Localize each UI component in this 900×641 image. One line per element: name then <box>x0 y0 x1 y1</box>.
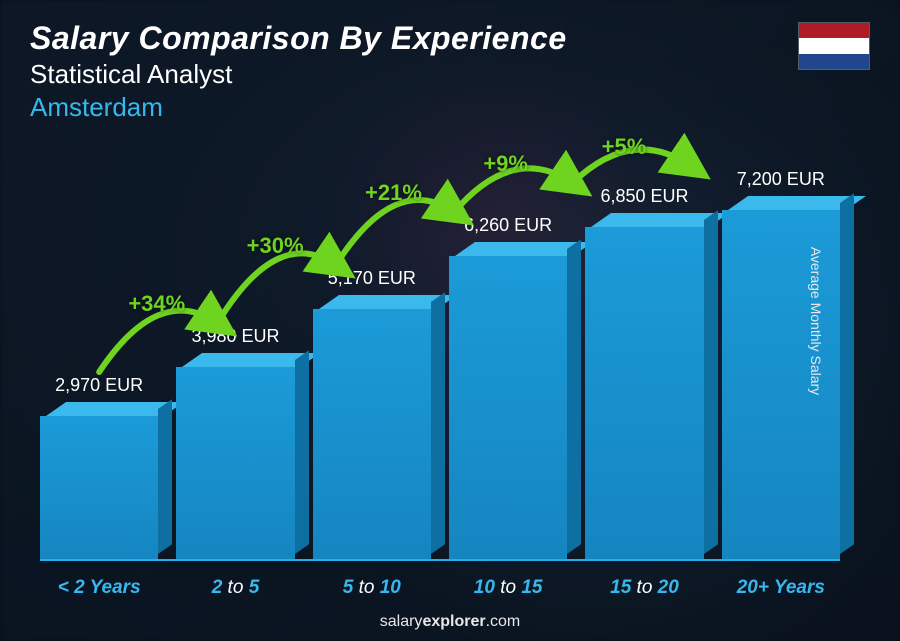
bar-front-face <box>313 309 431 561</box>
attribution-prefix: salary <box>380 613 423 630</box>
bar-slot: 3,980 EUR <box>176 155 294 561</box>
bar-value-label: 7,200 EUR <box>737 169 825 190</box>
bar-slot: 6,260 EUR <box>449 155 567 561</box>
chart-location: Amsterdam <box>30 92 567 123</box>
x-axis-label: 15 to 20 <box>585 577 703 599</box>
bar-slot: 2,970 EUR <box>40 155 158 561</box>
bar-front-face <box>585 227 703 561</box>
bar-side-face <box>431 292 445 554</box>
bar-side-face <box>840 193 854 554</box>
chart-baseline <box>40 559 840 561</box>
bar <box>585 213 703 561</box>
x-axis-label: 2 to 5 <box>176 577 294 599</box>
bar-chart: 2,970 EUR 3,980 EUR 5,170 EUR 6,260 EUR 6,85… <box>40 155 840 561</box>
attribution: salaryexplorer.com <box>0 613 900 631</box>
bar-front-face <box>176 367 294 561</box>
chart-subtitle: Statistical Analyst <box>30 59 567 90</box>
bar <box>40 402 158 561</box>
flag-stripe <box>799 54 869 69</box>
x-axis-labels: < 2 Years 2 to 5 5 to 10 10 to 15 15 to 20 20… <box>40 577 840 599</box>
bar-side-face <box>567 239 581 554</box>
bar-value-label: 3,980 EUR <box>191 326 279 347</box>
x-axis-label: 10 to 15 <box>449 577 567 599</box>
chart-header: Salary Comparison By Experience Statisti… <box>30 20 567 123</box>
attribution-suffix: .com <box>486 613 521 630</box>
bar <box>449 242 567 561</box>
attribution-bold: explorer <box>422 613 485 630</box>
chart-title: Salary Comparison By Experience <box>30 20 567 57</box>
bar-value-label: 6,850 EUR <box>600 186 688 207</box>
country-flag-icon <box>798 22 870 70</box>
bar-front-face <box>40 416 158 561</box>
bar-side-face <box>158 399 172 554</box>
x-axis-label: < 2 Years <box>40 577 158 599</box>
bar-side-face <box>704 210 718 554</box>
y-axis-label: Average Monthly Salary <box>808 246 824 394</box>
bar-value-label: 6,260 EUR <box>464 215 552 236</box>
x-axis-label: 5 to 10 <box>313 577 431 599</box>
bar-slot: 5,170 EUR <box>313 155 431 561</box>
flag-stripe <box>799 23 869 38</box>
bar-side-face <box>295 350 309 554</box>
bar-value-label: 5,170 EUR <box>328 268 416 289</box>
flag-stripe <box>799 38 869 53</box>
bar <box>313 295 431 561</box>
bar-value-label: 2,970 EUR <box>55 375 143 396</box>
bar <box>176 353 294 561</box>
bar-slot: 6,850 EUR <box>585 155 703 561</box>
x-axis-label: 20+ Years <box>722 577 840 599</box>
bar-front-face <box>449 256 567 561</box>
